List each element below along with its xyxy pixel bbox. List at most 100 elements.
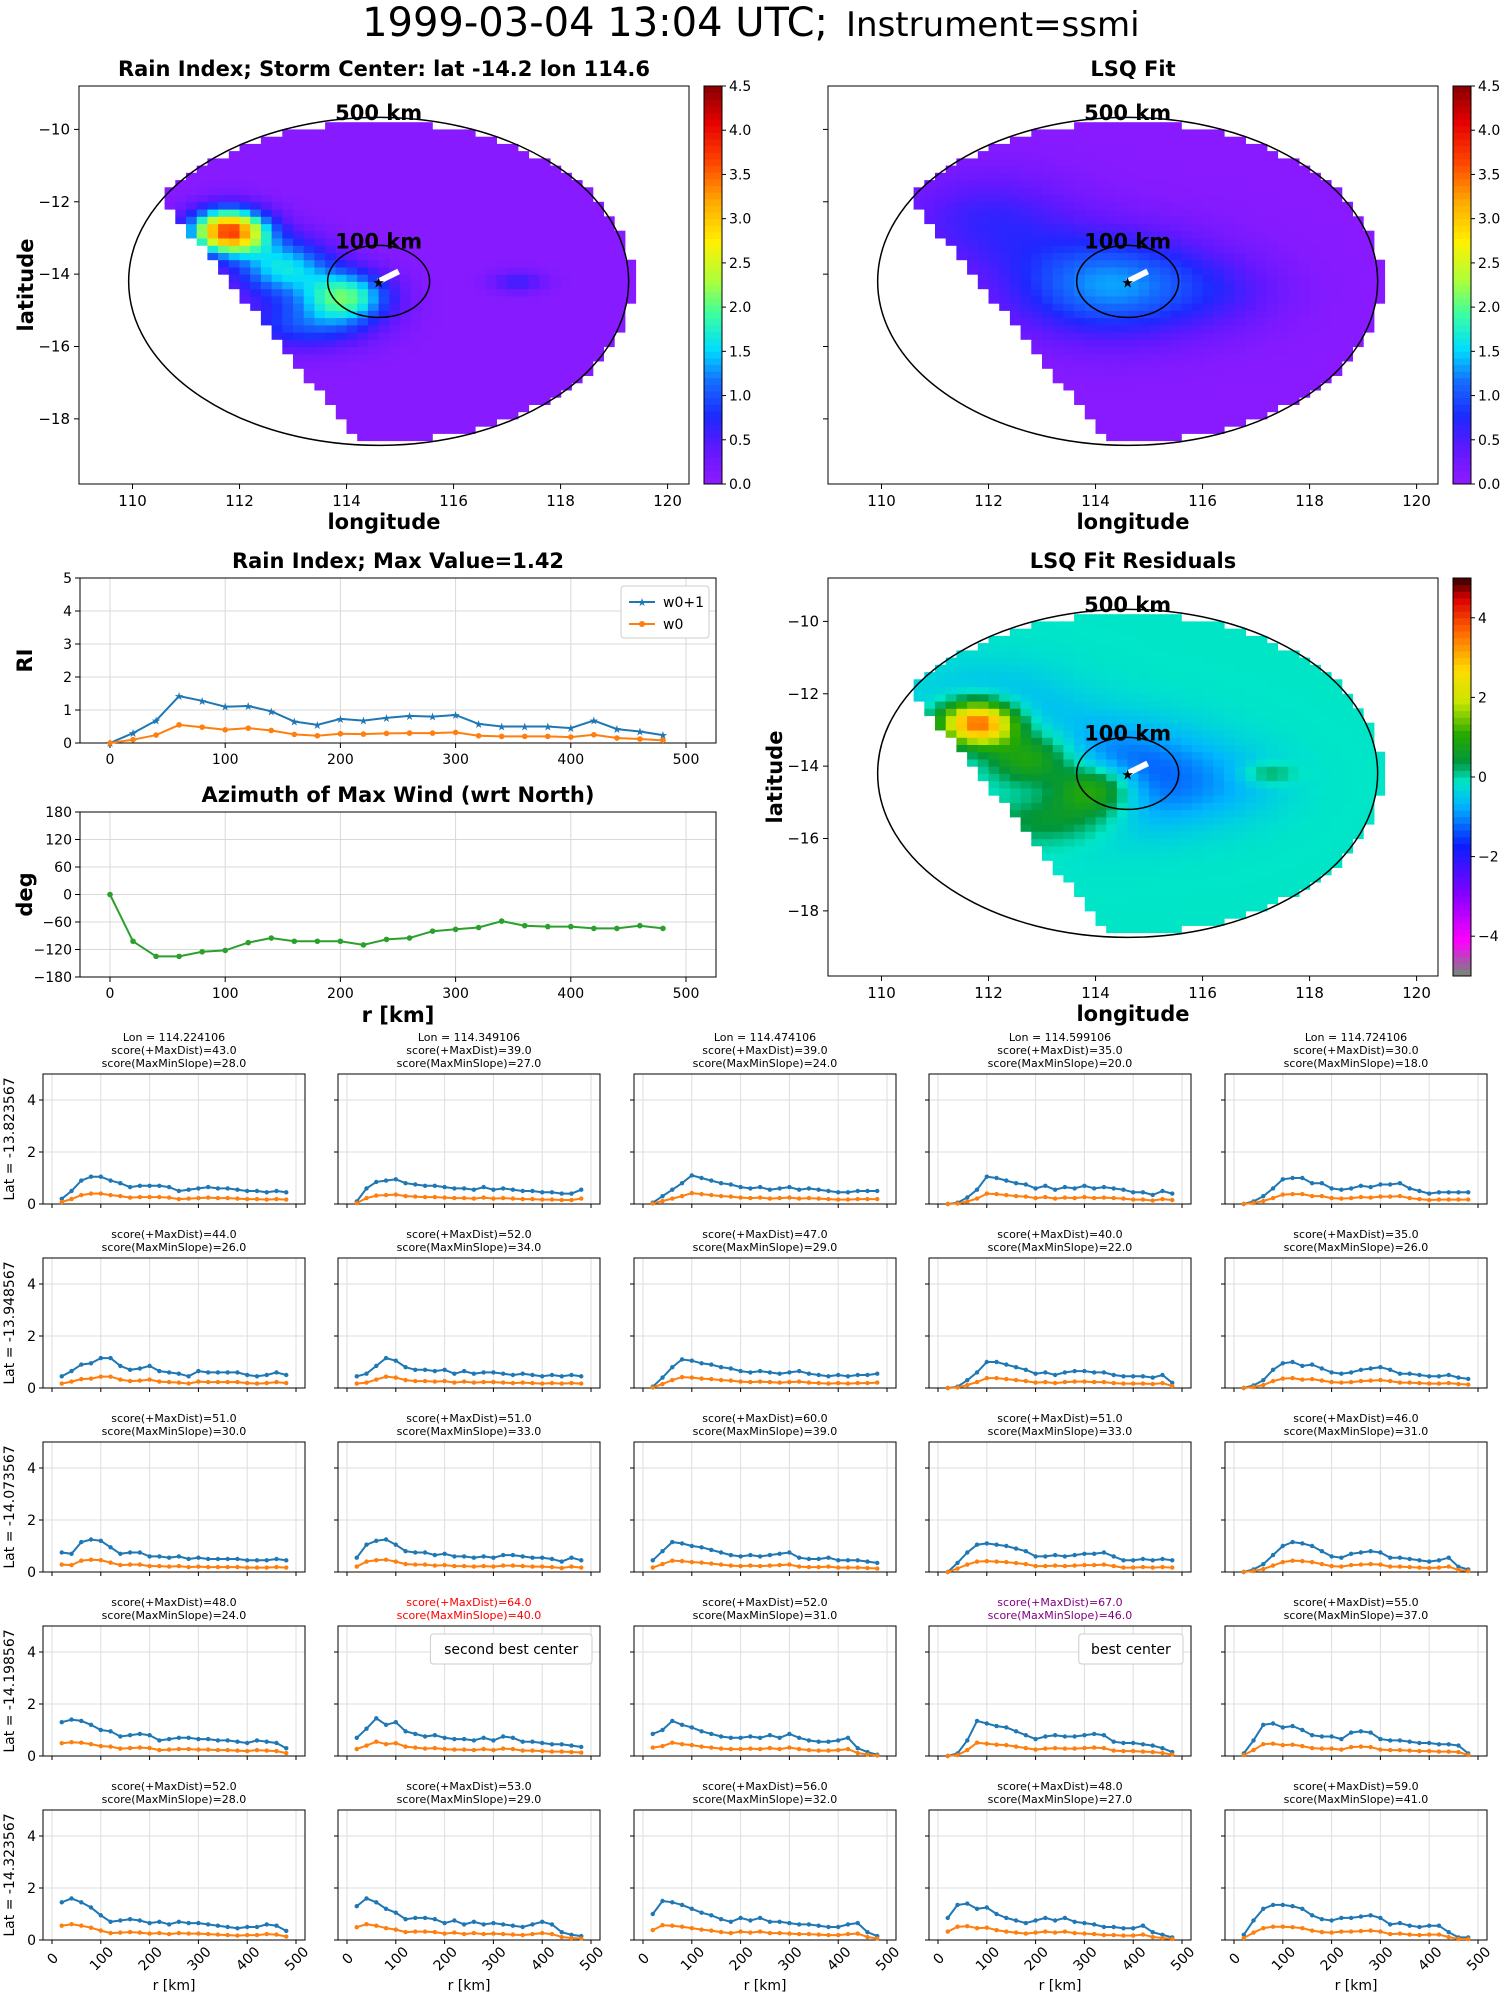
map-cell [1095,628,1107,637]
map-cell [421,332,433,340]
map-cell [1084,303,1097,311]
colorbar-swatch [1453,909,1471,917]
map-cell [1106,259,1118,268]
map-cell [549,382,562,391]
map-cell [1224,766,1236,774]
map-cell [1363,274,1375,282]
cell-point-w0 [965,1199,970,1204]
cell-point-w0plus1 [186,1374,191,1379]
map-cell [335,382,348,391]
map-cell [293,151,305,159]
map-cell [464,353,476,362]
map-cell [1138,303,1150,311]
map-cell [1245,368,1257,376]
colorbar-frame [1452,85,1472,485]
map-cell [1031,722,1043,731]
map-cell [1170,143,1182,152]
map-cell [1266,209,1279,217]
series-point: ★ [197,695,207,708]
map-cell [1277,259,1289,268]
map-cell [614,259,626,268]
map-cell [421,136,433,145]
map-cell [400,426,412,434]
map-cell [507,259,519,268]
colorbar-swatch [1453,936,1471,944]
map-cell [999,795,1011,803]
map-cell [453,303,465,311]
map-cell [1309,223,1321,232]
map-cell [1191,201,1204,210]
map-cell [1149,664,1161,673]
map-cell [1063,809,1075,818]
max-wind-direction-marker [1126,760,1149,777]
map-cell [400,389,412,398]
map-cell [1331,332,1343,340]
map-cell [314,209,326,217]
cell-point-w0 [264,1380,269,1386]
map-cell [464,426,476,434]
cell-point-w0 [709,1192,714,1198]
map-cell [1170,737,1182,745]
map-cell [956,216,968,225]
lon-tick-label: 120 [653,492,682,510]
map-cell [1106,686,1118,695]
map-cell [1074,332,1086,340]
map-cell [528,180,540,188]
map-cell [1266,867,1279,876]
map-cell [314,324,326,333]
map-cell [1106,701,1118,709]
map-cell [1245,339,1257,348]
map-cell [453,353,465,362]
map-cell [1138,838,1150,847]
map-cell [1277,201,1289,210]
map-cell [346,216,358,225]
map-cell [442,129,455,138]
cell-point-w0plus1 [1052,1187,1058,1192]
map-cell [1224,867,1236,876]
colorbar-swatch [704,477,722,485]
map-cell [260,172,273,181]
map-cell [496,172,508,181]
map-cell [346,361,358,369]
map-cell [1009,701,1022,709]
map-cell [549,245,562,253]
map-cell [1106,824,1118,832]
map-cell [1298,274,1311,282]
map-cell [400,266,412,275]
map-cell [1320,708,1332,717]
map-cell [1245,780,1257,789]
map-cell [1202,201,1214,210]
map-cell [1331,845,1343,854]
map-cell [560,223,572,232]
map-cell [1149,773,1161,782]
map-cell [1213,317,1225,326]
map-cell [1074,664,1086,673]
map-cell [464,382,476,391]
map-cell [1138,433,1150,442]
cell-point-w0plus1 [254,1188,260,1194]
map-cell [1191,151,1204,159]
map-cell [485,339,497,348]
map-cell [517,295,530,304]
map-cell [421,187,433,196]
map-cell [1170,824,1182,832]
map-cell [325,129,337,138]
map-cell [1202,722,1214,731]
map-cell [1288,751,1300,760]
map-cell [1170,418,1182,427]
map-cell [1149,693,1161,702]
map-cell [1234,758,1246,767]
colorbar-swatch [704,231,722,240]
map-cell [1309,201,1321,210]
map-cell [1234,194,1246,203]
map-cell [539,230,551,239]
map-cell [1095,303,1107,311]
map-cell [1149,194,1161,203]
map-cell [1191,795,1204,803]
map-cell [432,129,444,138]
map-cell [1084,766,1097,774]
map-cell [1277,679,1289,688]
map-cell [1234,230,1246,239]
map-cell [1213,295,1225,304]
map-cell [1116,766,1129,774]
